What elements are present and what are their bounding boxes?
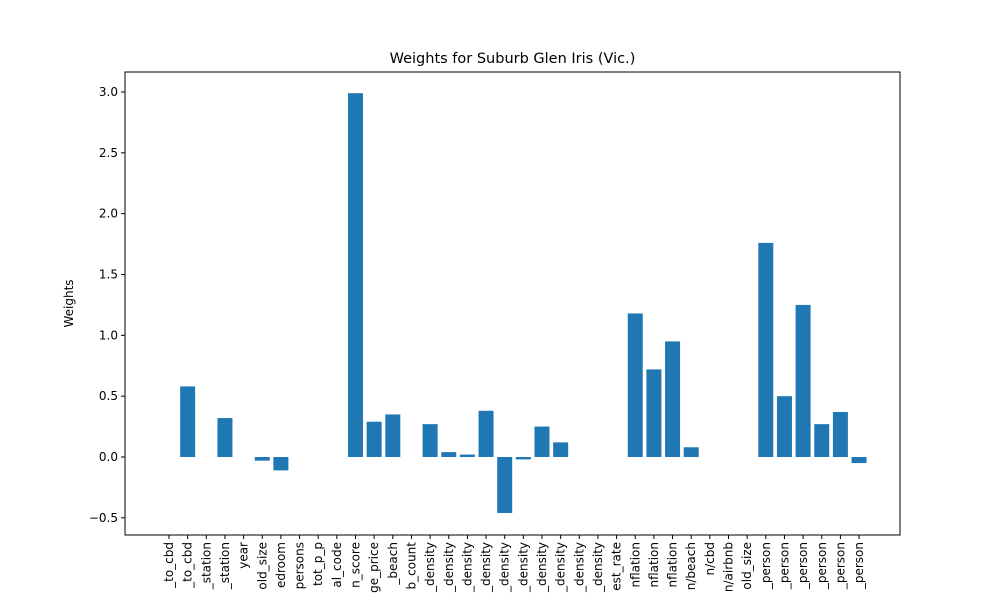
bar-20 <box>534 426 550 457</box>
y-tick-label: 2.0 <box>99 207 118 221</box>
y-axis-label: Weights <box>62 279 76 327</box>
x-tick-label: _density <box>516 542 530 593</box>
plot-frame <box>124 71 901 536</box>
bar-6 <box>273 457 289 471</box>
bar-26 <box>646 369 662 457</box>
x-tick-label: _person <box>833 542 847 590</box>
bar-12 <box>385 414 401 457</box>
bar-21 <box>553 442 569 457</box>
x-tick-label: nflation <box>628 542 642 588</box>
x-tick-label: _person <box>852 542 866 590</box>
bar-18 <box>497 457 513 513</box>
bar-25 <box>627 313 643 457</box>
y-tick-label: 3.0 <box>99 85 118 99</box>
x-tick-label: _density <box>460 542 474 593</box>
x-tick-label: _person <box>815 542 829 590</box>
x-tick-label: edroom <box>274 542 288 588</box>
y-tick-label: 2.5 <box>99 146 118 160</box>
y-axis: −0.5 0.0 0.5 1.0 1.5 2.0 2.5 3.0 <box>89 85 125 525</box>
bar-34 <box>795 304 811 457</box>
x-tick-label: _station <box>218 542 232 590</box>
x-tick-label: _density <box>423 542 437 593</box>
bar-19 <box>515 457 531 460</box>
x-tick-label: _density <box>591 542 605 593</box>
x-tick-label: _density <box>535 542 549 593</box>
x-tick-label: nflation <box>666 542 680 588</box>
x-axis: _to_cbd _to_cbd _station _station year old_si… <box>162 535 866 593</box>
bar-17 <box>478 410 494 457</box>
x-tick-label: ge_price <box>367 542 381 593</box>
x-tick-label: n/airbnb <box>722 542 736 592</box>
bar-14 <box>422 424 438 457</box>
x-tick-label: _station <box>199 542 213 590</box>
bar-28 <box>683 447 699 457</box>
x-tick-label: _to_cbd <box>181 542 195 589</box>
bar-37 <box>851 457 867 464</box>
bar-36 <box>832 411 848 457</box>
x-tick-label: old_size <box>255 542 269 590</box>
bar-27 <box>665 341 681 457</box>
x-tick-label: _person <box>777 542 791 590</box>
bar-32 <box>758 242 774 457</box>
x-tick-label: nflation <box>647 542 661 588</box>
bar-11 <box>366 421 382 457</box>
x-tick-label: _to_cbd <box>162 542 176 589</box>
x-tick-label: _density <box>498 542 512 593</box>
x-tick-label: _beach <box>386 542 400 586</box>
x-tick-label: old_size <box>740 542 754 590</box>
x-tick-label: _person <box>759 542 773 590</box>
x-tick-label: tot_p_p <box>311 542 325 586</box>
x-tick-label: b_count <box>404 542 418 590</box>
x-tick-label: n/cbd <box>703 542 717 575</box>
x-tick-label: n/beach <box>684 542 698 590</box>
x-tick-label: _density <box>479 542 493 593</box>
chart-title: Weights for Suburb Glen Iris (Vic.) <box>390 51 636 67</box>
y-tick-label: 0.5 <box>99 389 118 403</box>
bar-33 <box>776 396 792 457</box>
bars-group <box>180 93 867 513</box>
bar-15 <box>441 452 457 457</box>
x-tick-label: _density <box>554 542 568 593</box>
bar-5 <box>254 457 270 461</box>
x-tick-label: al_code <box>330 542 344 588</box>
bar-3 <box>217 418 233 457</box>
bar-16 <box>459 454 475 457</box>
y-tick-label: 1.5 <box>99 268 118 282</box>
x-tick-label: _density <box>442 542 456 593</box>
bar-10 <box>348 93 363 457</box>
y-tick-label: 0.0 <box>99 450 118 464</box>
x-tick-label: persons <box>293 542 307 589</box>
bar-1 <box>180 386 196 457</box>
x-tick-label: n_score <box>349 542 363 588</box>
x-tick-label: est_rate <box>610 542 624 591</box>
x-tick-label: _density <box>572 542 586 593</box>
x-tick-label: year <box>237 542 251 569</box>
y-tick-label: −0.5 <box>89 511 118 525</box>
bar-35 <box>814 424 830 457</box>
y-tick-label: 1.0 <box>99 328 118 342</box>
x-tick-label: _person <box>796 542 810 590</box>
